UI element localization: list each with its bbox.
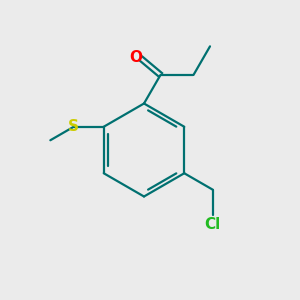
Text: S: S bbox=[68, 119, 79, 134]
Text: O: O bbox=[129, 50, 142, 64]
Text: Cl: Cl bbox=[205, 217, 221, 232]
